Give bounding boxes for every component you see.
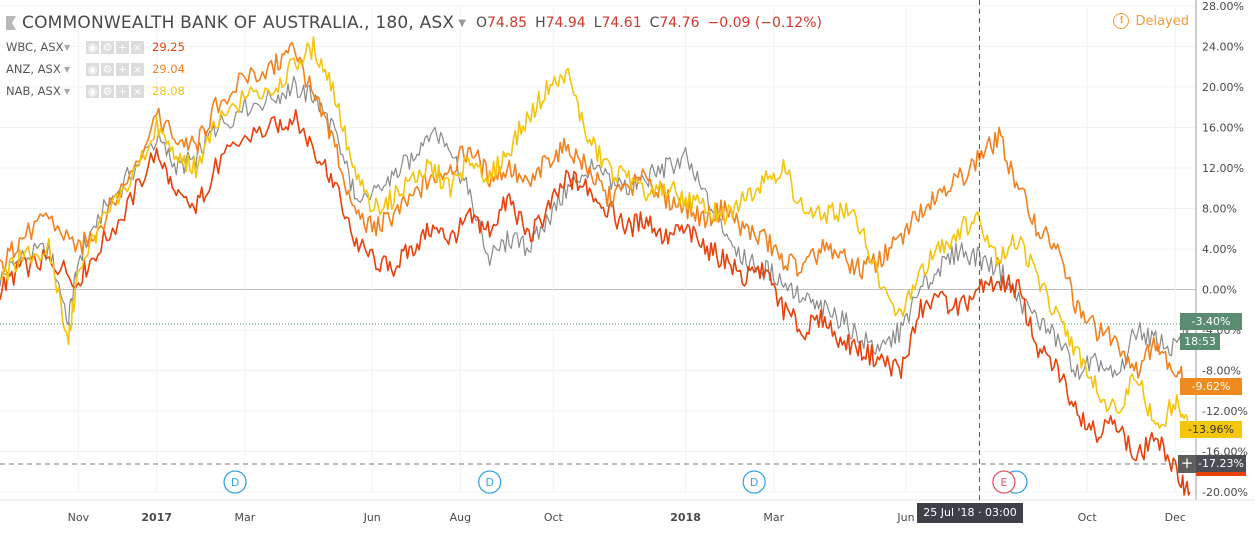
- comparison-row-anz[interactable]: ANZ, ASX ▼ ◉ ⚙ + × 29.04: [6, 58, 822, 80]
- series-line-anz: [0, 41, 1191, 393]
- visibility-icon[interactable]: ◉: [86, 40, 99, 54]
- high-label: H: [535, 15, 546, 31]
- visibility-icon[interactable]: ◉: [86, 84, 99, 98]
- y-tick-label: 20.00%: [1202, 81, 1244, 94]
- close-label: C: [649, 15, 660, 31]
- y-tick-label: -20.00%: [1202, 486, 1248, 499]
- y-tick-label: 16.00%: [1202, 122, 1244, 135]
- dividend-marker: [478, 470, 502, 494]
- x-tick-label: 2018: [670, 511, 701, 524]
- chevron-down-icon[interactable]: ▼: [64, 86, 71, 96]
- close-icon[interactable]: ×: [131, 84, 144, 98]
- chevron-down-icon[interactable]: ▼: [458, 17, 466, 29]
- y-tick-label: 0.00%: [1202, 284, 1237, 297]
- settings-icon[interactable]: ⚙: [101, 40, 114, 54]
- delayed-label: Delayed: [1135, 13, 1189, 29]
- series-line-wbc: [0, 109, 1191, 496]
- x-tick-label: 2017: [141, 511, 172, 524]
- visibility-icon[interactable]: ◉: [86, 62, 99, 76]
- symbol-title[interactable]: COMMONWEALTH BANK OF AUSTRALIA., 180, AS…: [22, 13, 455, 33]
- open-label: O: [475, 15, 487, 31]
- cba-countdown-badge: 18:53: [1180, 333, 1220, 350]
- low-label: L: [593, 15, 602, 31]
- x-tick-label: Jun: [896, 511, 914, 524]
- y-tick-label: -12.00%: [1202, 405, 1248, 418]
- comparison-value: 29.25: [152, 40, 185, 54]
- comparison-name[interactable]: WBC, ASX: [6, 40, 64, 54]
- info-icon: !: [1113, 13, 1130, 29]
- close-icon[interactable]: ×: [131, 40, 144, 54]
- flag-icon[interactable]: [6, 16, 16, 30]
- x-tick-label: Oct: [1078, 511, 1098, 524]
- x-tick-label: Dec: [1165, 511, 1186, 524]
- x-tick-label: Mar: [763, 511, 784, 524]
- chevron-down-icon[interactable]: ▼: [64, 42, 71, 52]
- open-value: 74.85: [486, 15, 528, 31]
- legend: COMMONWEALTH BANK OF AUSTRALIA., 180, AS…: [6, 10, 822, 102]
- x-tick-label: Oct: [544, 511, 564, 524]
- dividend-marker-label: D: [485, 476, 493, 489]
- close-value: 74.76: [659, 15, 700, 31]
- delayed-indicator[interactable]: ! Delayed: [1113, 13, 1189, 29]
- y-tick-label: 12.00%: [1202, 162, 1244, 175]
- comparison-value: 29.04: [152, 62, 185, 76]
- earnings-marker: [992, 470, 1016, 494]
- wbc-last-value-badge: -17.23%: [1196, 455, 1246, 476]
- dividend-marker-label: D: [231, 476, 239, 489]
- ohlc-close: C74.76: [650, 15, 700, 31]
- crosshair-add-button[interactable]: +: [1178, 455, 1196, 473]
- ohlc-open: O74.85: [476, 15, 527, 31]
- crosshair-time-label: 25 Jul '18 · 03:00: [917, 503, 1023, 523]
- series-line-cba: [0, 76, 1191, 380]
- y-tick-label: 28.00%: [1202, 0, 1244, 13]
- close-icon[interactable]: ×: [131, 62, 144, 76]
- y-tick-label: 4.00%: [1202, 243, 1237, 256]
- add-icon[interactable]: +: [116, 62, 129, 76]
- ohlc-high: H74.94: [535, 15, 586, 31]
- x-tick-label: Nov: [68, 511, 90, 524]
- high-value: 74.94: [545, 15, 586, 31]
- y-tick-label: 8.00%: [1202, 203, 1237, 216]
- dividend-marker-label: D: [750, 476, 758, 489]
- low-value: 74.61: [601, 15, 642, 31]
- settings-icon[interactable]: ⚙: [101, 62, 114, 76]
- earnings-marker-label: E: [1000, 476, 1007, 489]
- change-value: −0.09 (−0.12%): [707, 15, 822, 31]
- comparison-row-wbc[interactable]: WBC, ASX ▼ ◉ ⚙ + × 29.25: [6, 36, 822, 58]
- x-tick-label: Aug: [450, 511, 471, 524]
- anz-last-value-badge: -9.62%: [1180, 378, 1242, 395]
- y-tick-label: 24.00%: [1202, 41, 1244, 54]
- dividend-marker: [223, 470, 247, 494]
- series-line-nab: [0, 36, 1191, 435]
- comparison-name[interactable]: ANZ, ASX: [6, 62, 61, 76]
- main-series-row[interactable]: COMMONWEALTH BANK OF AUSTRALIA., 180, AS…: [6, 10, 822, 36]
- chevron-down-icon[interactable]: ▼: [64, 64, 71, 74]
- x-tick-label: Mar: [234, 511, 255, 524]
- comparison-row-nab[interactable]: NAB, ASX ▼ ◉ ⚙ + × 28.08: [6, 80, 822, 102]
- y-tick-label: -8.00%: [1202, 365, 1241, 378]
- add-icon[interactable]: +: [116, 40, 129, 54]
- dividend-marker: [742, 470, 766, 494]
- comparison-name[interactable]: NAB, ASX: [6, 84, 61, 98]
- x-tick-label: Jun: [363, 511, 381, 524]
- settings-icon[interactable]: ⚙: [101, 84, 114, 98]
- ohlc-low: L74.61: [594, 15, 642, 31]
- cba-last-value-badge: -3.40%: [1180, 313, 1242, 330]
- nab-last-value-badge: -13.96%: [1180, 421, 1242, 438]
- comparison-value: 28.08: [152, 84, 185, 98]
- add-icon[interactable]: +: [116, 84, 129, 98]
